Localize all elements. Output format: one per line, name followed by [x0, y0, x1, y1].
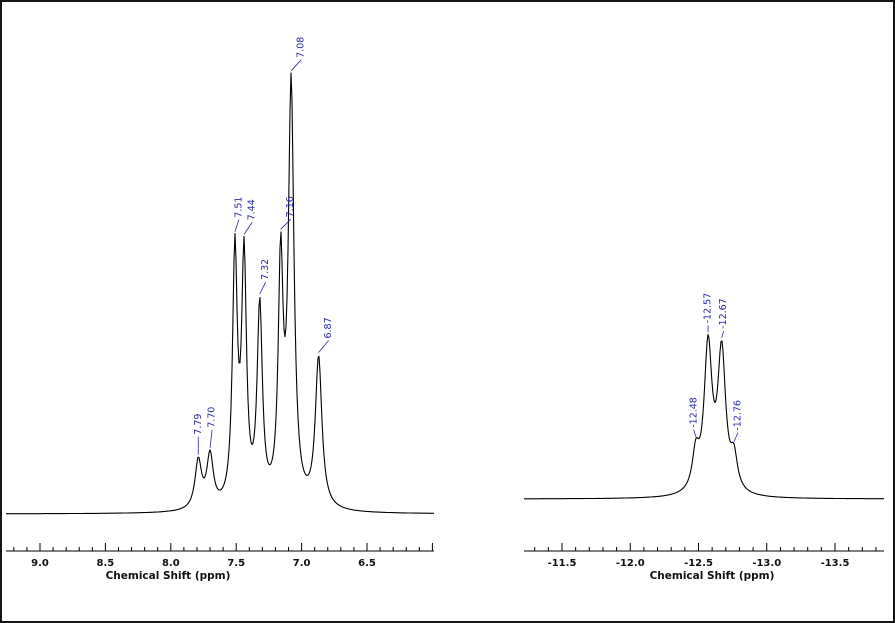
peak-label: -12.48 [688, 397, 699, 428]
tick-label: 7.5 [227, 558, 245, 569]
peak-label: 7.70 [207, 407, 218, 428]
tick-label: -13.5 [821, 558, 850, 569]
tick-label: 6.5 [358, 558, 376, 569]
tick-label: -12.5 [684, 558, 713, 569]
left-x-axis-title: Chemical Shift (ppm) [105, 570, 231, 582]
peak-label: -12.57 [703, 293, 714, 324]
tick-label: -13.0 [752, 558, 781, 569]
peak-label-line [693, 429, 697, 437]
peak-label: 6.87 [323, 317, 334, 338]
peak-label-line [234, 219, 240, 232]
peak-label: 7.44 [247, 199, 258, 220]
peak-label: 7.32 [260, 259, 271, 280]
peak-label-line [318, 340, 329, 353]
peak-label-line [733, 432, 739, 442]
peak-label-line [243, 222, 253, 235]
tick-label: 7.0 [293, 558, 311, 569]
tick-label: -11.5 [548, 558, 577, 569]
tick-label: 8.0 [162, 558, 180, 569]
tick-label: 8.5 [97, 558, 115, 569]
peak-label: -12.76 [732, 400, 743, 431]
spectrum-curve [6, 72, 434, 515]
peak-label-line [280, 219, 291, 230]
peak-label-line [209, 429, 213, 448]
tick-label: 9.0 [31, 558, 49, 569]
peak-label: 7.51 [233, 197, 244, 218]
peak-label: 7.79 [193, 414, 204, 435]
spectrum-panel-right: -11.5 -12.0 -12.5 -13.0 -13.5 -12.48 -12.57 -12… [524, 293, 884, 569]
peak-label: 7.16 [285, 196, 296, 217]
peak-label-line [721, 330, 725, 339]
spectrum-panel-left: 9.0 8.5 8.0 7.5 7.0 6.5 7.79 7.70 7.51 7.44 7.32 7.… [6, 37, 434, 569]
peak-label-line [290, 59, 302, 72]
spectrum-curve [524, 333, 884, 500]
peak-label: 7.08 [296, 37, 307, 58]
peak-label-line [259, 281, 267, 295]
right-x-axis-title: Chemical Shift (ppm) [649, 570, 775, 582]
tick-label: -12.0 [616, 558, 645, 569]
peak-label: -12.67 [718, 298, 729, 329]
